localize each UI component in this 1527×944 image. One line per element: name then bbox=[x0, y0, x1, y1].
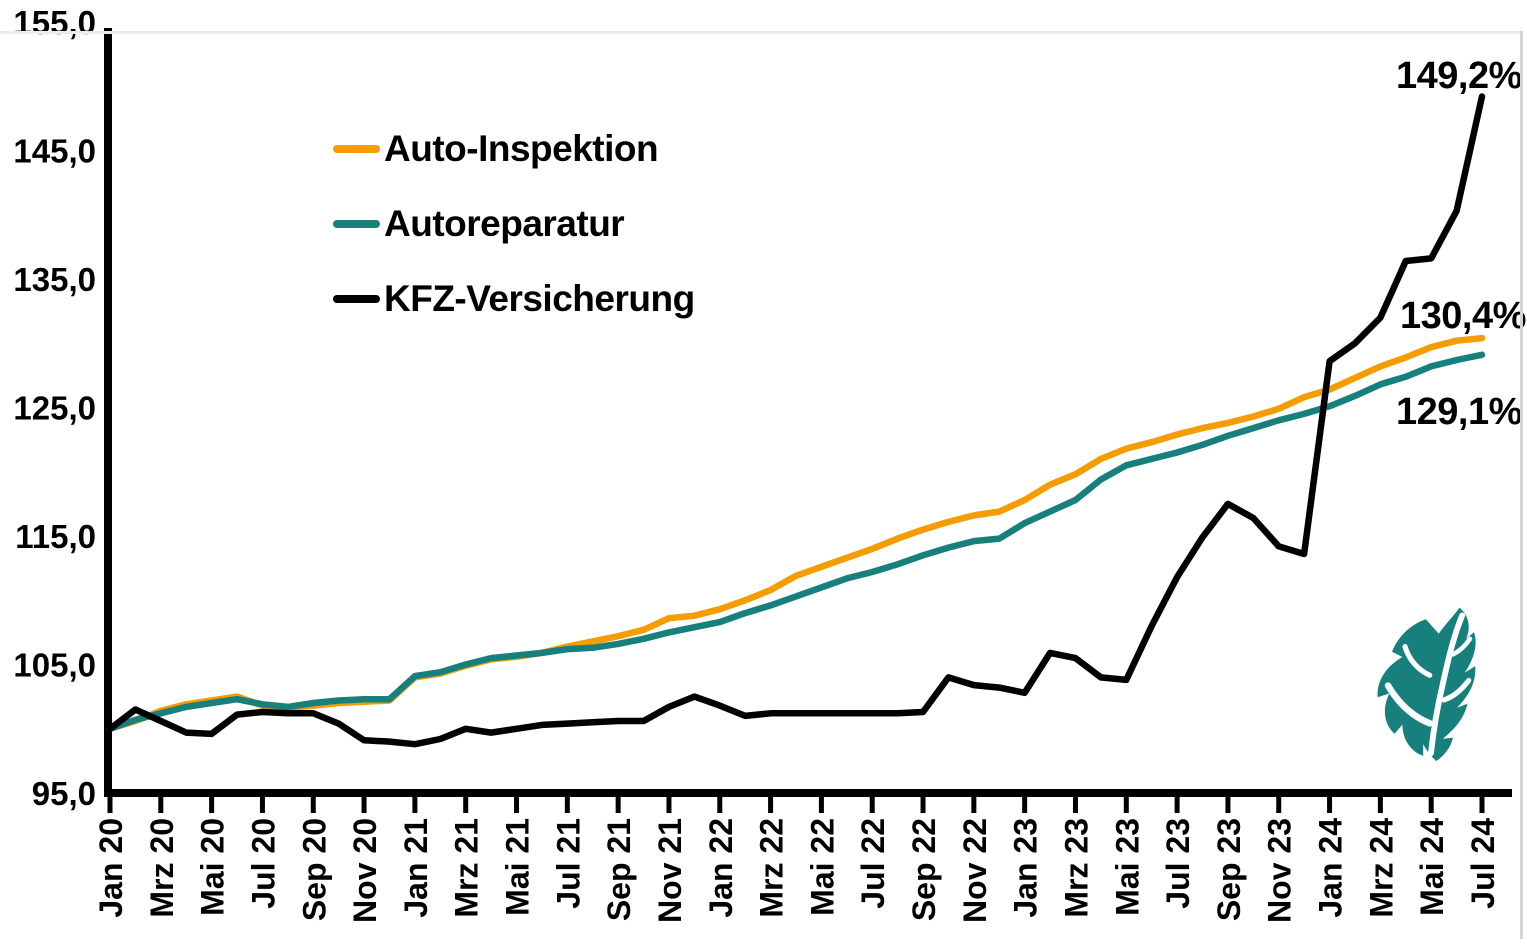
x-axis-tick-label: Mai 24 bbox=[1414, 818, 1450, 916]
x-axis-tick-label: Jul 23 bbox=[1160, 818, 1196, 909]
x-axis-tick-label: Jul 22 bbox=[855, 818, 891, 909]
x-axis-tick-label: Mai 20 bbox=[195, 818, 231, 916]
legend-swatch-orange bbox=[333, 145, 380, 153]
x-axis-tick-label: Sep 21 bbox=[601, 818, 637, 921]
x-axis-tick-label: Mrz 21 bbox=[449, 818, 485, 918]
legend-label: Autoreparatur bbox=[384, 203, 625, 244]
x-axis-tick-label: Jul 20 bbox=[245, 818, 281, 909]
y-axis-tick-label: 115,0 bbox=[15, 518, 96, 555]
y-axis-tick-label: 125,0 bbox=[13, 390, 96, 427]
x-axis-tick-label: Nov 20 bbox=[347, 818, 383, 923]
legend-swatch-teal bbox=[333, 220, 380, 228]
end-value-autoreparatur: 129,1% bbox=[1396, 391, 1522, 433]
x-axis-tick-label: Mrz 23 bbox=[1058, 818, 1094, 918]
x-axis-tick-label: Mai 23 bbox=[1109, 818, 1145, 916]
leaf-vein bbox=[1450, 636, 1473, 657]
legend-swatch-black bbox=[333, 295, 380, 303]
series-line-autoreparatur bbox=[106, 351, 1486, 733]
x-axis-tick-label: Sep 20 bbox=[296, 818, 332, 921]
x-axis-tick-label: Jul 21 bbox=[550, 818, 586, 909]
x-axis-tick-label: Sep 22 bbox=[906, 818, 942, 921]
series-line-kfz-versicherung bbox=[106, 93, 1486, 748]
y-axis-tick-label: 155,0 bbox=[13, 4, 96, 41]
x-axis-tick-label: Jul 24 bbox=[1465, 818, 1501, 909]
x-axis-tick-label: Jan 24 bbox=[1313, 818, 1349, 918]
x-axis-tick-label: Jan 22 bbox=[703, 818, 739, 918]
y-axis-tick-label: 145,0 bbox=[13, 133, 96, 170]
x-axis-tick-label: Mai 21 bbox=[500, 818, 536, 916]
x-axis-tick-label: Mai 22 bbox=[804, 818, 840, 916]
x-axis-tick-label: Nov 23 bbox=[1262, 818, 1298, 923]
legend-item-kfz-versicherung: KFZ-Versicherung bbox=[333, 274, 695, 324]
legend-label: Auto-Inspektion bbox=[384, 128, 659, 169]
series-line-auto-inspektion bbox=[106, 334, 1486, 733]
leaf-vein bbox=[1441, 677, 1472, 703]
x-axis-tick-label: Jan 21 bbox=[398, 818, 434, 918]
page-edge-top bbox=[0, 31, 1520, 34]
leaf-body bbox=[1377, 607, 1476, 761]
x-axis-tick-label: Mrz 24 bbox=[1363, 818, 1399, 918]
legend-item-autoreparatur: Autoreparatur bbox=[333, 199, 695, 249]
page-edge-right bbox=[1520, 31, 1523, 939]
y-axis-tick-label: 105,0 bbox=[13, 647, 96, 684]
x-axis-tick-label: Mrz 22 bbox=[754, 818, 790, 918]
y-axis-tick-label: 135,0 bbox=[13, 261, 96, 298]
legend-label: KFZ-Versicherung bbox=[384, 278, 695, 319]
teal-leaf-logo bbox=[1377, 607, 1476, 761]
end-value-auto-inspektion: 130,4% bbox=[1400, 295, 1526, 337]
end-value-kfz-versicherung: 149,2% bbox=[1396, 55, 1522, 97]
leaf-main-vein bbox=[1428, 612, 1466, 757]
legend-item-auto-inspektion: Auto-Inspektion bbox=[333, 124, 695, 174]
x-axis-tick-label: Mrz 20 bbox=[144, 818, 180, 918]
leaf-vein bbox=[1384, 682, 1433, 727]
x-axis-tick-label: Nov 21 bbox=[652, 818, 688, 923]
x-axis-tick-label: Sep 23 bbox=[1211, 818, 1247, 921]
x-axis-tick-label: Nov 22 bbox=[957, 818, 993, 923]
x-axis-tick-label: Jan 20 bbox=[93, 818, 129, 918]
leaf-vein bbox=[1402, 644, 1433, 678]
legend: Auto-Inspektion Autoreparatur KFZ-Versic… bbox=[333, 124, 695, 349]
y-axis-tick-label: 95,0 bbox=[32, 775, 96, 812]
x-axis-tick-label: Jan 23 bbox=[1008, 818, 1044, 918]
